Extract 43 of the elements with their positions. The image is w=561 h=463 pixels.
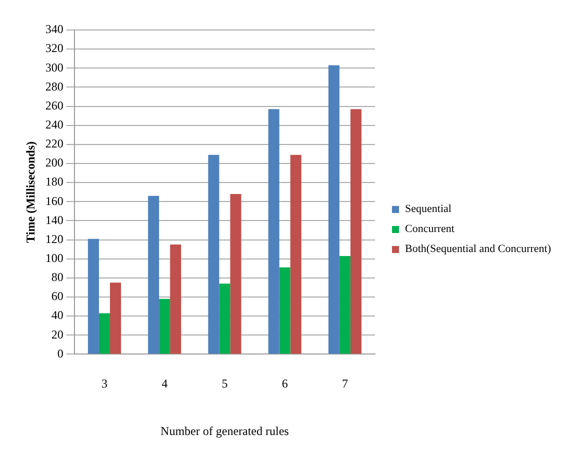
- y-tick-label: 120: [45, 232, 64, 246]
- y-tick-label: 180: [45, 174, 64, 189]
- x-tick-label: 6: [282, 376, 288, 391]
- bar: [279, 267, 290, 354]
- bar: [268, 109, 280, 354]
- y-tick-label: 260: [45, 98, 64, 112]
- bar: [230, 194, 242, 354]
- legend-label: Sequential: [405, 203, 452, 215]
- x-tick-label: 7: [342, 376, 348, 391]
- bar: [290, 154, 302, 354]
- bar: [219, 284, 230, 354]
- bar: [350, 109, 362, 354]
- legend-label: Concurrent: [405, 223, 454, 235]
- x-axis-title: Number of generated rules: [160, 424, 290, 438]
- y-tick-label: 200: [45, 156, 64, 170]
- y-tick-label: 220: [45, 136, 64, 151]
- bar: [110, 282, 121, 354]
- x-tick-label: 4: [162, 376, 168, 391]
- bar: [98, 313, 110, 354]
- y-tick-label: 160: [45, 194, 64, 208]
- y-tick-label: 80: [51, 270, 64, 284]
- y-tick-label: 320: [45, 41, 64, 56]
- bar: [328, 65, 340, 354]
- y-tick-label: 280: [45, 79, 64, 94]
- y-tick-label: 100: [45, 251, 64, 266]
- bar: [208, 154, 220, 354]
- x-tick-label: 5: [222, 376, 228, 391]
- bar: [88, 238, 99, 354]
- y-tick-label: 240: [45, 118, 64, 132]
- y-tick-label: 140: [45, 212, 64, 227]
- legend-label: Both(Sequential and Concurrent): [405, 243, 552, 255]
- bar: [148, 196, 160, 354]
- bar: [339, 256, 350, 354]
- x-tick-label: 3: [101, 376, 108, 391]
- y-tick-label: 20: [51, 327, 64, 342]
- y-tick-label: 300: [45, 60, 64, 74]
- bar: [170, 244, 182, 354]
- y-tick-label: 340: [45, 22, 64, 36]
- bar: [159, 298, 170, 354]
- y-axis-title: Time (Milliseconds): [23, 141, 38, 243]
- y-tick-label: 60: [51, 289, 64, 304]
- y-tick-label: 40: [51, 308, 64, 322]
- y-tick-label: 0: [57, 346, 64, 360]
